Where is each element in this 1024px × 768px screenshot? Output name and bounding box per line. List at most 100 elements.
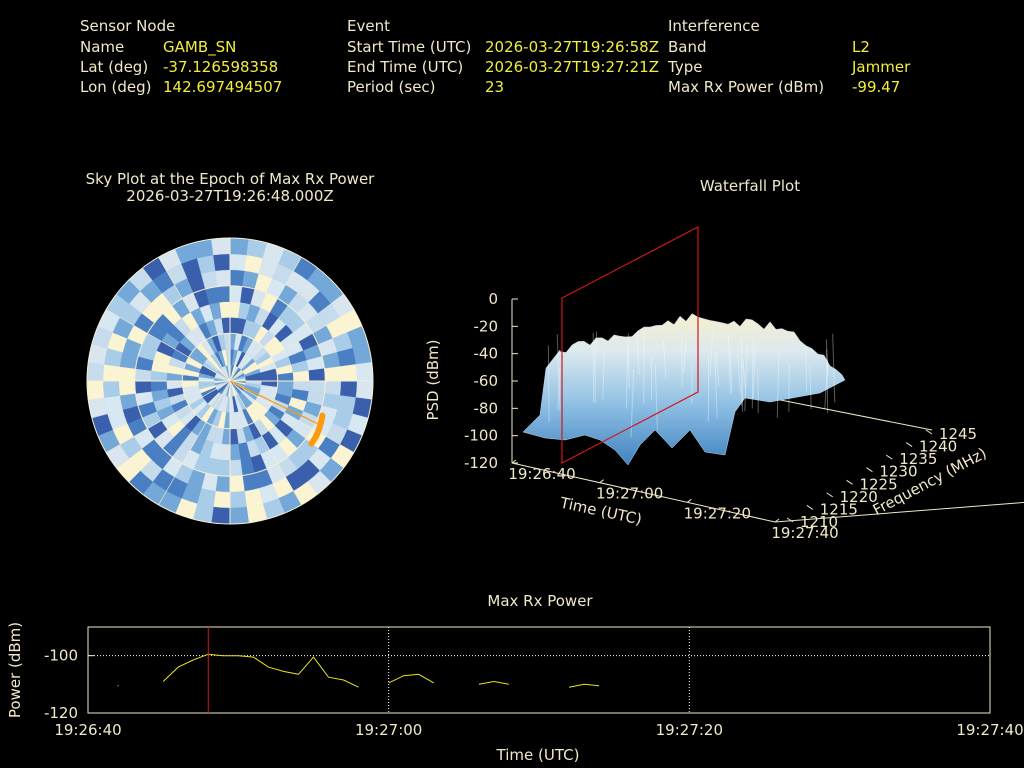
waterfall-time-tick — [599, 479, 604, 484]
waterfall-surface-ridge — [683, 340, 687, 375]
waterfall-z-tick-label: -40 — [474, 345, 499, 363]
waterfall-surface-ridge — [824, 359, 829, 409]
max-power-grid — [88, 627, 990, 713]
max-power-title: Max Rx Power — [487, 592, 593, 610]
waterfall-surface-ridge — [636, 333, 640, 375]
waterfall-z-tick-label: 0 — [488, 290, 498, 308]
waterfall-time-tick — [511, 459, 517, 464]
waterfall-time-tick-label: 19:27:40 — [771, 524, 838, 542]
max-power-x-tick-label: 19:27:00 — [355, 721, 422, 739]
max-power-line — [162, 653, 359, 688]
waterfall-frequency-tick-label: 1240 — [919, 438, 957, 456]
waterfall-frequency-tick-label: 1225 — [859, 475, 897, 493]
waterfall-time-tick-label: 19:26:40 — [508, 465, 575, 483]
event-period-label: Period (sec) — [347, 78, 436, 96]
waterfall-surface-ridge — [547, 345, 550, 422]
sensor-lon-label: Lon (deg) — [80, 78, 152, 96]
waterfall-psd-surface — [522, 313, 846, 466]
waterfall-zlabel: PSD (dBm) — [424, 339, 442, 420]
waterfall-frequency-tick-label: 1245 — [939, 425, 977, 443]
waterfall-surface-ridge — [627, 345, 630, 389]
interference-band-value: L2 — [852, 38, 870, 56]
waterfall-surface-ridge — [741, 361, 744, 412]
waterfall-frequency-axis — [774, 501, 1024, 523]
waterfall-surface-ridge — [602, 350, 605, 399]
max-power-x-tick-label: 19:27:20 — [656, 721, 723, 739]
waterfall-time-tick — [774, 518, 780, 523]
max-power-line — [388, 673, 435, 684]
waterfall-surface-ridge — [594, 331, 598, 367]
waterfall-surface-ridge — [681, 334, 683, 387]
waterfall-surface-ridge — [809, 363, 812, 410]
interference-type-value: Jammer — [852, 58, 911, 76]
waterfall-surface-ridge — [715, 352, 720, 387]
waterfall-frequency-tick-label: 1210 — [800, 513, 838, 531]
waterfall-surface-ridge — [737, 353, 741, 394]
max-power-x-tick-label: 19:27:40 — [956, 721, 1023, 739]
max-power-y-tick-label: -120 — [44, 704, 78, 722]
interference-bearing-line — [229, 380, 318, 425]
max-power-line — [569, 683, 600, 688]
waterfall-epoch-marker-plane — [561, 226, 699, 464]
waterfall-frequency-tick — [886, 454, 893, 460]
interference-type-label: Type — [668, 58, 703, 76]
waterfall-surface-ridge — [751, 337, 754, 409]
waterfall-surface-ridge — [662, 339, 667, 379]
waterfall-surface-ridge — [625, 333, 629, 409]
sky-plot-title: Sky Plot at the Epoch of Max Rx Power — [85, 170, 375, 188]
waterfall-surface-ridge — [805, 345, 808, 393]
event-start-label: Start Time (UTC) — [347, 38, 472, 56]
waterfall-ticks: 0 -20 -40 -60 -80 -100 -120 19:26:40 19:27:00 19:… — [464, 290, 977, 542]
waterfall-frequency-tick — [846, 479, 853, 485]
waterfall-surface-ridge — [727, 333, 731, 395]
waterfall-surface-ridge — [557, 368, 561, 411]
waterfall-time-tick-label: 19:27:20 — [684, 504, 751, 522]
waterfall-frequency-tick-label: 1220 — [840, 488, 878, 506]
sky-azimuth-spoke — [229, 380, 354, 453]
sky-plot-heatmap — [86, 237, 374, 525]
waterfall-surface-ridge — [592, 332, 595, 403]
waterfall-surface-ridge — [654, 364, 658, 431]
waterfall-z-tick-label: -120 — [464, 454, 498, 472]
sky-azimuth-spoke — [229, 380, 302, 505]
interference-power-label: Max Rx Power (dBm) — [668, 78, 825, 96]
waterfall-frequency-tick — [806, 505, 814, 510]
max-power-ylabel: Power (dBm) — [6, 622, 24, 718]
waterfall-frequency-tick-label: 1235 — [899, 450, 937, 468]
max-power-xlabel: Time (UTC) — [496, 746, 580, 764]
max-power-frame — [87, 626, 991, 714]
waterfall-surface-ridge — [826, 349, 829, 414]
max-power-x-tick-label: 19:26:40 — [54, 721, 121, 739]
max-power-y-tick-label: -100 — [44, 647, 78, 665]
event-end-label: End Time (UTC) — [347, 58, 464, 76]
sensor-name-label: Name — [80, 38, 125, 56]
waterfall-frequency-tick — [905, 442, 913, 447]
waterfall-time-tick — [687, 498, 692, 503]
waterfall-frequency-tick — [866, 467, 873, 473]
max-power-line — [478, 680, 509, 685]
waterfall-surface-ridge — [742, 358, 747, 391]
waterfall-surface-ridge — [714, 352, 718, 419]
waterfall-surface-ridge — [630, 369, 635, 438]
sky-plot-subtitle: 2026-03-27T19:26:48.000Z — [126, 187, 334, 205]
max-power-series — [117, 627, 600, 713]
waterfall-surface-ridge — [776, 351, 780, 418]
waterfall-time-tick-label: 19:27:00 — [596, 485, 663, 503]
waterfall-surface-ridge — [556, 334, 561, 410]
waterfall-surface-ridge — [832, 333, 836, 403]
sky-azimuth-spoke — [106, 309, 231, 382]
sensor-lat-label: Lat (deg) — [80, 58, 149, 76]
sky-plot-grid — [86, 237, 374, 525]
sensor-lon-value: 142.697494507 — [163, 78, 283, 96]
sky-azimuth-spoke — [158, 380, 231, 505]
sky-azimuth-spoke — [229, 257, 302, 382]
sensor-lat-value: -37.126598358 — [163, 58, 279, 76]
interference-track — [229, 380, 326, 447]
waterfall-surface-ridge — [729, 348, 733, 393]
sky-azimuth-spoke — [106, 380, 231, 453]
waterfall-surface-ridge — [825, 339, 829, 376]
waterfall-surface-ridge — [709, 331, 714, 377]
